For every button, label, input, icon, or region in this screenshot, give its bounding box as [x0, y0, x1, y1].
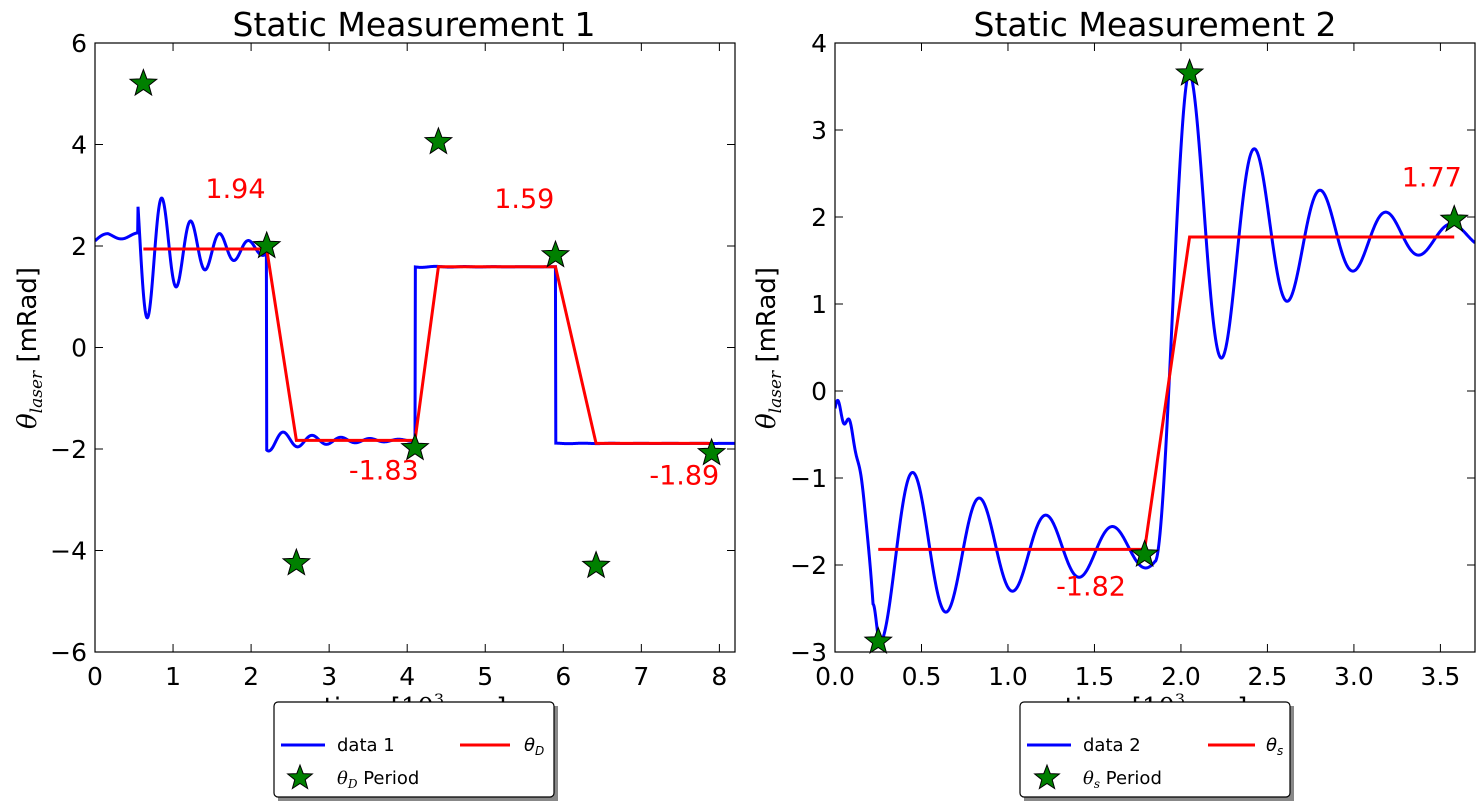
star-marker — [252, 230, 282, 259]
data-label: -1.82 — [1056, 571, 1126, 602]
y-tick-label: 2 — [811, 203, 827, 232]
data-label: -1.89 — [649, 461, 719, 492]
legend-box — [273, 701, 555, 798]
plot-frame — [834, 42, 1476, 653]
x-tick-label: 2.0 — [1161, 662, 1201, 691]
y-axis-label: θlaser [mRad] — [13, 267, 47, 429]
x-tick-label: 0.5 — [902, 662, 942, 691]
x-tick-label: 5 — [477, 662, 493, 691]
x-tick-label: 6 — [555, 662, 571, 691]
x-tick-label: 4 — [399, 662, 415, 691]
star-marker — [540, 239, 571, 268]
x-tick-label: 8 — [711, 662, 727, 691]
star-marker — [863, 626, 893, 655]
y-tick-label: 0 — [71, 334, 87, 363]
x-tick-label: 3.5 — [1421, 662, 1461, 691]
legend-label-data-2: data 2 — [1083, 735, 1141, 756]
data-layer: 1.94 -1.83 1.59 -1.89 — [95, 68, 735, 579]
chart-title: Static Measurement 1 — [233, 5, 596, 44]
data-layer: 1.77 -1.82 — [835, 58, 1475, 655]
y-tick-label: 4 — [811, 29, 827, 58]
y-tick-label: 1 — [811, 290, 827, 319]
x-tick-label: 2 — [243, 662, 259, 691]
x-tick-label: 3 — [321, 662, 337, 691]
star-marker — [128, 68, 159, 97]
data-label: -1.83 — [349, 455, 419, 486]
y-tick-label: −2 — [50, 435, 87, 464]
x-tick-label: 0.0 — [815, 662, 855, 691]
y-tick-label: −3 — [790, 638, 827, 667]
star-marker — [423, 126, 454, 155]
star-marker — [1439, 204, 1469, 233]
legend-star-icon — [1033, 763, 1061, 790]
x-tick-label: 1.5 — [1075, 662, 1115, 691]
data-label: 1.77 — [1402, 163, 1462, 194]
series-line--d — [143, 247, 712, 445]
chart-static-measurement-1: Static Measurement 1 1.94-1.831.59-1.89 … — [13, 5, 736, 801]
ticks-layer: 0.0 0.5 1.0 1.5 2.0 2.5 3.0 3.5 −3 −2 −1 0 1 2 3 4 — [790, 29, 1475, 691]
y-tick-label: −6 — [50, 638, 87, 667]
y-tick-label: −1 — [790, 464, 827, 493]
legend-star-icon — [286, 763, 314, 790]
star-marker — [281, 547, 312, 576]
star-marker — [1129, 539, 1160, 568]
legend-box — [1019, 701, 1291, 798]
data-label: 1.59 — [494, 184, 554, 215]
data-label: 1.94 — [205, 174, 265, 205]
ticks-layer: 0 1 2 3 4 5 6 7 8 −6 −4 −2 0 2 4 6 — [50, 29, 735, 691]
legend: data 1 θD θD Period — [273, 701, 558, 801]
star-marker — [400, 432, 430, 461]
star-marker — [1174, 58, 1205, 86]
chart-static-measurement-2: Static Measurement 2 1.77 -1.82 0.0 0.5 1.0… — [752, 5, 1476, 801]
y-tick-label: 3 — [811, 116, 827, 145]
y-tick-label: 6 — [71, 29, 87, 58]
x-tick-label: 2.5 — [1248, 662, 1288, 691]
legend-label-theta-s-period: θs Period — [1083, 768, 1162, 791]
x-tick-label: 1.0 — [988, 662, 1028, 691]
y-tick-label: 4 — [71, 131, 87, 160]
y-tick-label: 0 — [811, 377, 827, 406]
x-tick-label: 1 — [165, 662, 181, 691]
y-tick-label: −4 — [50, 537, 87, 566]
legend-label-data-1: data 1 — [337, 735, 395, 756]
legend: data 2 θs θs Period — [1019, 701, 1294, 801]
y-tick-label: −2 — [790, 551, 827, 580]
series-line-data-2 — [835, 69, 1475, 645]
x-tick-label: 3.0 — [1334, 662, 1374, 691]
legend-label-theta-d-period: θD Period — [337, 768, 419, 791]
star-marker — [581, 550, 611, 579]
y-tick-label: 2 — [71, 232, 87, 261]
series-line--s — [878, 235, 1455, 551]
star-marker — [696, 437, 727, 466]
x-tick-label: 7 — [633, 662, 649, 691]
y-axis-label: θlaser [mRad] — [752, 267, 786, 429]
chart-title: Static Measurement 2 — [974, 5, 1337, 44]
x-tick-label: 0 — [87, 662, 103, 691]
